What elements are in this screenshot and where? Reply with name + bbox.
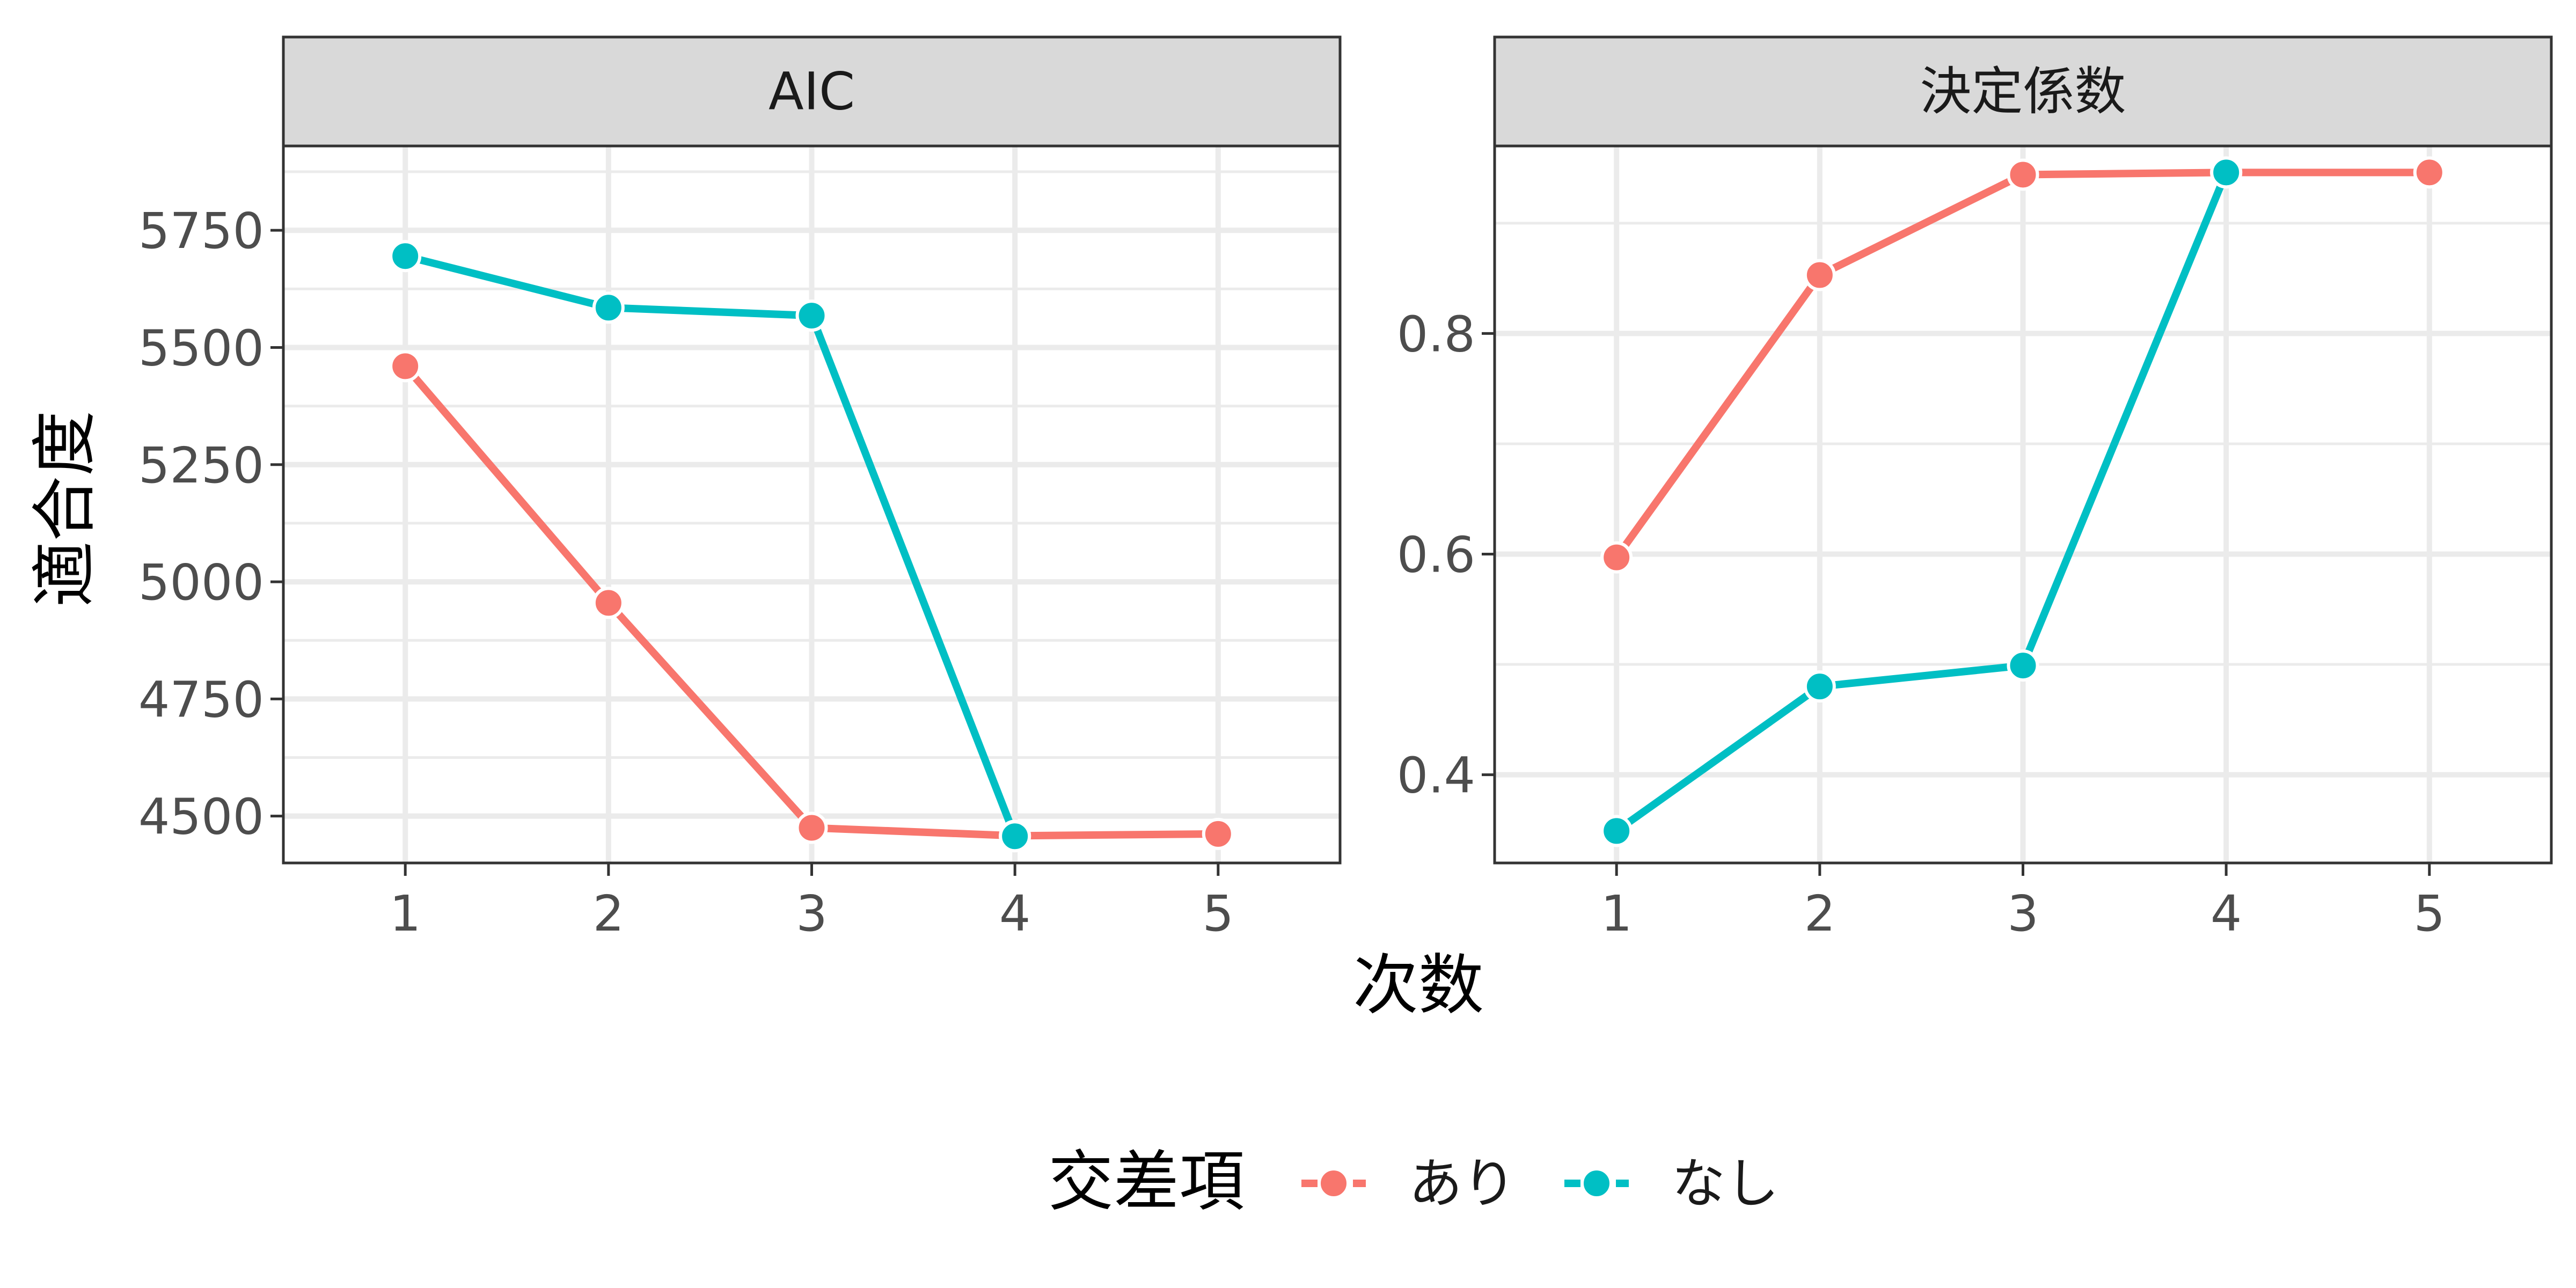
y-tick-label: 5000 [138,554,264,611]
legend-title: 交差項 [1048,1144,1245,1220]
legend-key-point-nashi [1582,1169,1611,1198]
data-point-nashi [2009,651,2038,680]
legend-entry-nashi: なし [1564,1152,1779,1215]
data-point-nashi [1805,672,1834,701]
y-tick-label: 0.6 [1397,526,1475,583]
data-point-nashi [1602,816,1631,845]
data-point-ari [2009,160,2038,189]
facet-strip-label: AIC [769,62,855,122]
y-tick-label: 5750 [138,202,264,260]
y-tick-label: 0.8 [1397,305,1475,363]
x-tick-label: 1 [390,885,421,942]
data-point-nashi [1000,822,1029,851]
x-tick-label: 4 [2211,885,2242,942]
data-point-ari [594,588,623,617]
panel-1: AIC 4500 4750 5000 5250 5500 5750 1 2 3 4 5 [138,37,1340,942]
y-axis-title: 適合度 [27,411,103,607]
y-tick-label: 4500 [138,788,264,846]
legend-entry-ari: あり [1301,1152,1516,1215]
chart-panels: AIC 4500 4750 5000 5250 5500 5750 1 2 3 4 5 決定係数 0.4 0… [138,37,2551,942]
x-tick-label: 3 [2007,885,2039,942]
x-tick-label: 3 [796,885,828,942]
legend: 交差項 あり なし [1048,1144,1779,1220]
y-tick-label: 0.4 [1397,747,1475,804]
data-point-ari [2415,158,2444,187]
data-point-nashi [797,301,826,330]
data-point-ari [1204,819,1233,848]
data-point-ari [1805,260,1834,289]
legend-key-point-ari [1319,1169,1348,1198]
data-point-ari [1602,543,1631,572]
y-tick-label: 5250 [138,437,264,494]
x-tick-label: 4 [999,885,1031,942]
facet-strip-label: 決定係数 [1920,62,2126,122]
data-point-ari [391,352,420,380]
data-point-nashi [594,293,623,322]
x-tick-label: 1 [1601,885,1633,942]
x-tick-label: 5 [2414,885,2446,942]
x-tick-label: 2 [593,885,625,942]
y-tick-label: 5500 [138,319,264,377]
legend-label-ari: あり [1409,1152,1516,1215]
legend-label-nashi: なし [1672,1152,1779,1215]
data-point-nashi [391,241,420,270]
data-point-ari [797,814,826,843]
x-tick-label: 5 [1203,885,1234,942]
data-point-nashi [2212,158,2241,187]
x-tick-label: 2 [1804,885,1836,942]
panel-2: 決定係数 0.4 0.6 0.8 1 2 3 4 5 [1397,37,2551,942]
x-axis-title: 次数 [1353,947,1484,1023]
y-tick-label: 4750 [138,671,264,728]
